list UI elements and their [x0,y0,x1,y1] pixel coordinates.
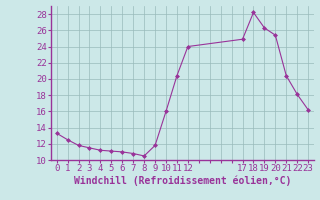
X-axis label: Windchill (Refroidissement éolien,°C): Windchill (Refroidissement éolien,°C) [74,176,291,186]
